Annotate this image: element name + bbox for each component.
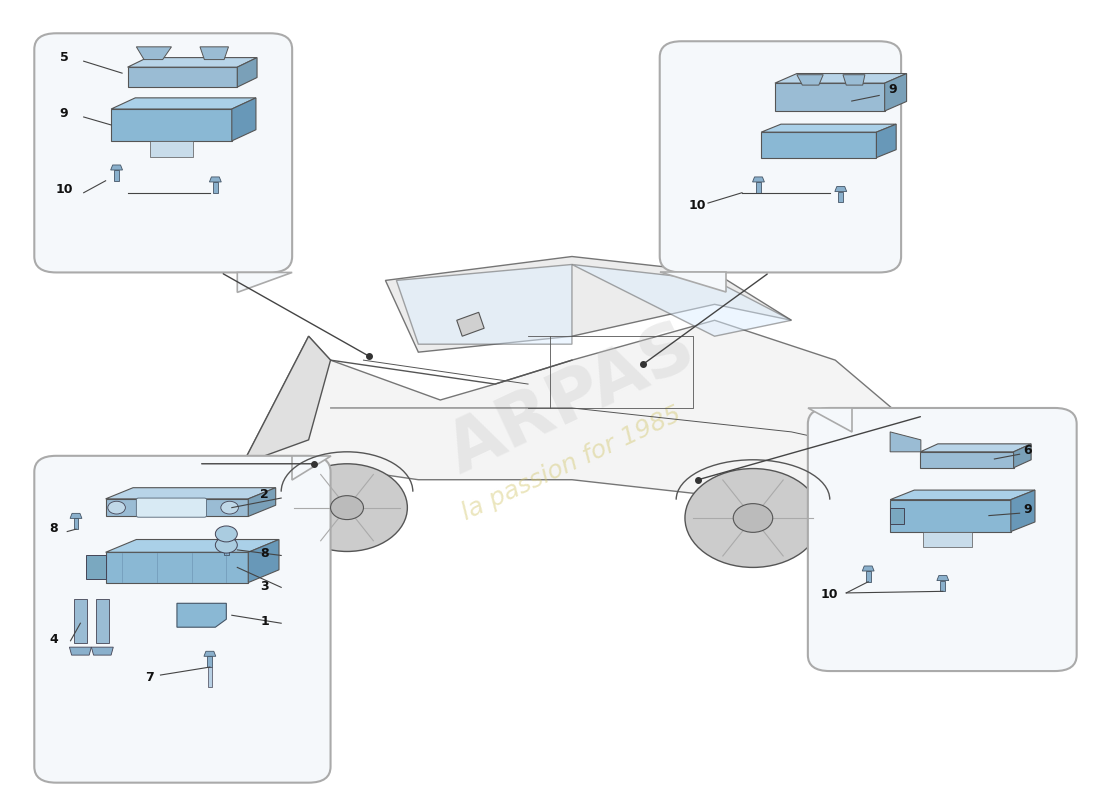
Polygon shape bbox=[114, 170, 119, 181]
Polygon shape bbox=[209, 177, 221, 182]
Polygon shape bbox=[877, 124, 896, 158]
Circle shape bbox=[216, 526, 238, 542]
Polygon shape bbox=[204, 651, 216, 656]
Polygon shape bbox=[937, 575, 948, 581]
Polygon shape bbox=[208, 656, 212, 667]
Polygon shape bbox=[774, 74, 906, 83]
Polygon shape bbox=[136, 47, 172, 59]
Text: la passion for 1985: la passion for 1985 bbox=[459, 402, 685, 526]
Text: 5: 5 bbox=[59, 51, 68, 64]
Polygon shape bbox=[293, 456, 331, 480]
Polygon shape bbox=[74, 599, 87, 643]
Polygon shape bbox=[890, 508, 904, 523]
Polygon shape bbox=[91, 647, 113, 655]
Polygon shape bbox=[111, 98, 256, 109]
Polygon shape bbox=[1013, 444, 1031, 468]
Circle shape bbox=[108, 502, 125, 514]
Text: 10: 10 bbox=[689, 198, 706, 212]
Polygon shape bbox=[921, 452, 1013, 468]
FancyBboxPatch shape bbox=[660, 42, 901, 273]
Polygon shape bbox=[890, 500, 1011, 531]
Polygon shape bbox=[111, 165, 122, 170]
FancyBboxPatch shape bbox=[34, 34, 293, 273]
Polygon shape bbox=[756, 182, 761, 193]
Text: 9: 9 bbox=[888, 83, 896, 96]
Polygon shape bbox=[884, 74, 906, 111]
Text: 8: 8 bbox=[50, 522, 58, 534]
Polygon shape bbox=[807, 408, 851, 432]
Circle shape bbox=[685, 469, 821, 567]
Polygon shape bbox=[238, 273, 293, 292]
Polygon shape bbox=[200, 47, 229, 59]
Polygon shape bbox=[213, 182, 218, 193]
Polygon shape bbox=[232, 98, 256, 141]
Polygon shape bbox=[923, 531, 972, 547]
FancyBboxPatch shape bbox=[136, 498, 207, 517]
Polygon shape bbox=[243, 336, 331, 464]
Polygon shape bbox=[866, 571, 871, 582]
Polygon shape bbox=[761, 124, 896, 132]
Polygon shape bbox=[796, 74, 823, 85]
Polygon shape bbox=[208, 667, 212, 687]
Text: 10: 10 bbox=[821, 588, 838, 601]
Text: 3: 3 bbox=[261, 580, 270, 593]
Circle shape bbox=[221, 502, 239, 514]
Text: 9: 9 bbox=[59, 107, 68, 120]
Polygon shape bbox=[862, 566, 874, 571]
Polygon shape bbox=[150, 141, 194, 157]
Polygon shape bbox=[940, 581, 945, 591]
Text: 10: 10 bbox=[55, 182, 73, 196]
FancyBboxPatch shape bbox=[34, 456, 331, 782]
Polygon shape bbox=[243, 320, 934, 527]
Polygon shape bbox=[74, 518, 78, 529]
Polygon shape bbox=[220, 540, 232, 545]
Polygon shape bbox=[111, 109, 232, 141]
Text: 4: 4 bbox=[50, 633, 58, 646]
Polygon shape bbox=[761, 132, 877, 158]
Text: 6: 6 bbox=[1023, 444, 1032, 458]
Circle shape bbox=[331, 496, 363, 519]
Text: 7: 7 bbox=[145, 670, 154, 684]
FancyBboxPatch shape bbox=[807, 408, 1077, 671]
Polygon shape bbox=[890, 432, 921, 452]
Polygon shape bbox=[238, 58, 257, 87]
Circle shape bbox=[734, 504, 772, 532]
Polygon shape bbox=[921, 444, 1031, 452]
Polygon shape bbox=[106, 488, 276, 499]
Polygon shape bbox=[106, 539, 279, 552]
Polygon shape bbox=[249, 539, 279, 582]
Polygon shape bbox=[456, 312, 484, 336]
Polygon shape bbox=[177, 603, 227, 627]
Polygon shape bbox=[96, 599, 109, 643]
Circle shape bbox=[216, 537, 238, 553]
Polygon shape bbox=[396, 265, 572, 344]
Polygon shape bbox=[843, 74, 865, 85]
Text: 2: 2 bbox=[261, 488, 270, 501]
Text: ARPAS: ARPAS bbox=[437, 313, 707, 487]
Polygon shape bbox=[106, 499, 249, 516]
Polygon shape bbox=[224, 545, 229, 555]
Polygon shape bbox=[385, 257, 791, 352]
Polygon shape bbox=[69, 647, 91, 655]
Polygon shape bbox=[774, 83, 884, 111]
Polygon shape bbox=[838, 191, 844, 202]
Polygon shape bbox=[70, 514, 81, 518]
Text: 9: 9 bbox=[1023, 503, 1032, 516]
Polygon shape bbox=[128, 58, 257, 67]
Polygon shape bbox=[86, 555, 106, 579]
Text: 8: 8 bbox=[261, 547, 270, 560]
Polygon shape bbox=[752, 177, 764, 182]
Polygon shape bbox=[1011, 490, 1035, 531]
Polygon shape bbox=[890, 490, 1035, 500]
Circle shape bbox=[287, 464, 407, 551]
Polygon shape bbox=[660, 273, 726, 292]
Polygon shape bbox=[572, 265, 791, 336]
Polygon shape bbox=[249, 488, 276, 516]
Polygon shape bbox=[128, 67, 238, 87]
Polygon shape bbox=[835, 186, 847, 191]
Text: 1: 1 bbox=[261, 615, 270, 628]
Polygon shape bbox=[106, 552, 249, 582]
